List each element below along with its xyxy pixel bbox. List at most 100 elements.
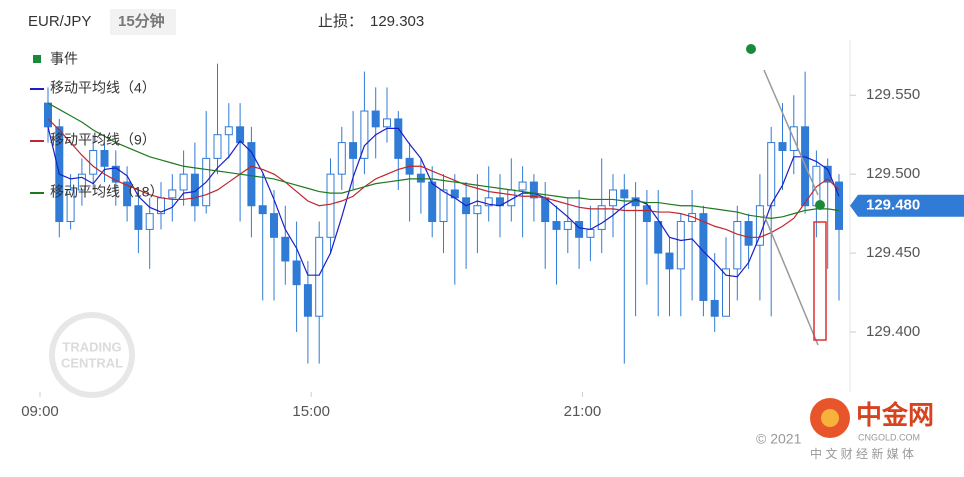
candle-body	[179, 173, 188, 191]
candle-body	[428, 181, 437, 223]
candle-body	[77, 173, 86, 191]
candle-body	[44, 102, 52, 128]
event-dot[interactable]	[815, 200, 825, 210]
legend-label: 移动平均线（9）	[50, 132, 156, 148]
candle-body	[168, 189, 177, 199]
candle-body	[315, 236, 324, 317]
candle-body	[563, 221, 572, 230]
candle-body	[699, 213, 708, 301]
ma-line	[47, 118, 840, 238]
y-tick-label: 129.500	[866, 165, 920, 182]
pattern-line	[763, 69, 819, 196]
candle-body	[66, 189, 75, 223]
candle-body	[541, 197, 550, 223]
candle-body	[258, 205, 267, 215]
stop-loss-label: 止损：	[318, 13, 363, 30]
candle-body	[190, 173, 199, 207]
logo-slogan: 中 文 财 经 新 媒 体	[810, 446, 914, 461]
legend-label: 移动平均线（18）	[50, 184, 164, 200]
candle-body	[665, 252, 674, 270]
legend-label: 移动平均线（4）	[50, 80, 156, 96]
candle-body	[360, 110, 369, 159]
candle-body	[303, 284, 312, 317]
candle-body	[100, 149, 109, 167]
candle-body	[89, 149, 98, 175]
candle-body	[744, 221, 753, 246]
x-tick-label: 09:00	[21, 403, 59, 420]
candle-body	[676, 221, 685, 270]
copyright: © 2021	[756, 431, 802, 447]
logo-site: CNGOLD.COM	[858, 432, 920, 442]
watermark-ring	[49, 312, 135, 398]
legend: 事件	[33, 51, 78, 67]
candle-body	[270, 213, 278, 238]
candle-body	[383, 118, 391, 128]
last-price-tag	[850, 194, 964, 217]
candle-body	[654, 221, 663, 254]
candle-body	[145, 213, 154, 230]
event-dot[interactable]	[746, 44, 756, 54]
candle-body	[778, 142, 787, 151]
y-tick-label: 129.400	[866, 323, 920, 340]
stop-loss-value: 129.303	[370, 13, 424, 30]
x-tick-label: 21:00	[564, 403, 602, 420]
interval-bg	[110, 9, 176, 35]
y-tick-label: 129.550	[866, 86, 920, 103]
candle-body	[552, 221, 561, 230]
pattern-line	[763, 214, 819, 346]
candle-body	[394, 118, 403, 159]
candle-body	[111, 165, 120, 183]
candle-body	[586, 228, 595, 238]
candle-body	[620, 189, 629, 199]
candle-body	[688, 213, 697, 223]
logo-text: 中金网	[856, 400, 934, 430]
candle-body	[529, 181, 538, 199]
ma-line	[47, 126, 840, 278]
candle-body	[733, 221, 742, 270]
candle-body	[823, 165, 832, 183]
candle-body	[281, 236, 290, 262]
watermark-text: TRADING	[62, 339, 121, 354]
candle-body	[710, 299, 719, 317]
watermark: TRADING CENTRAL	[49, 312, 135, 398]
watermark-logo: © 2021 中金网 CNGOLD.COM 中 文 财 经 新 媒 体	[756, 398, 934, 461]
candle-body	[835, 181, 843, 230]
candle-body	[755, 205, 764, 246]
candle-body	[349, 142, 358, 159]
pattern	[763, 69, 827, 346]
candle-body	[123, 181, 132, 207]
logo-mark	[821, 409, 839, 427]
candle-body	[371, 110, 380, 128]
legend-label: 事件	[50, 51, 78, 67]
candle-body	[575, 221, 584, 238]
candle-body	[518, 181, 527, 191]
interval: 15分钟	[118, 12, 165, 30]
candle-body	[767, 142, 776, 207]
candle-body	[473, 205, 482, 215]
candle-body	[224, 126, 233, 136]
x-tick-label: 15:00	[292, 403, 330, 420]
candle-body	[326, 173, 335, 238]
last-price-label: 129.480	[866, 197, 920, 214]
candle-body	[213, 134, 222, 159]
y-tick-label: 129.450	[866, 244, 920, 261]
symbol: EUR/JPY	[28, 13, 91, 30]
candle-body	[416, 173, 425, 183]
candle-body	[642, 205, 651, 223]
candle-body	[247, 142, 256, 207]
candle-body	[337, 142, 346, 175]
highlight-box	[813, 221, 827, 341]
candle-body	[236, 126, 245, 144]
watermark-text: CENTRAL	[61, 355, 123, 370]
candle-body	[609, 189, 617, 207]
candle-body	[722, 268, 730, 317]
candle-body	[134, 205, 143, 230]
candle-body	[597, 205, 606, 230]
ma-line	[47, 102, 840, 219]
candle-body	[292, 260, 301, 286]
legend-swatch	[33, 55, 41, 63]
candle-body	[439, 189, 448, 223]
candle-body	[484, 197, 493, 207]
